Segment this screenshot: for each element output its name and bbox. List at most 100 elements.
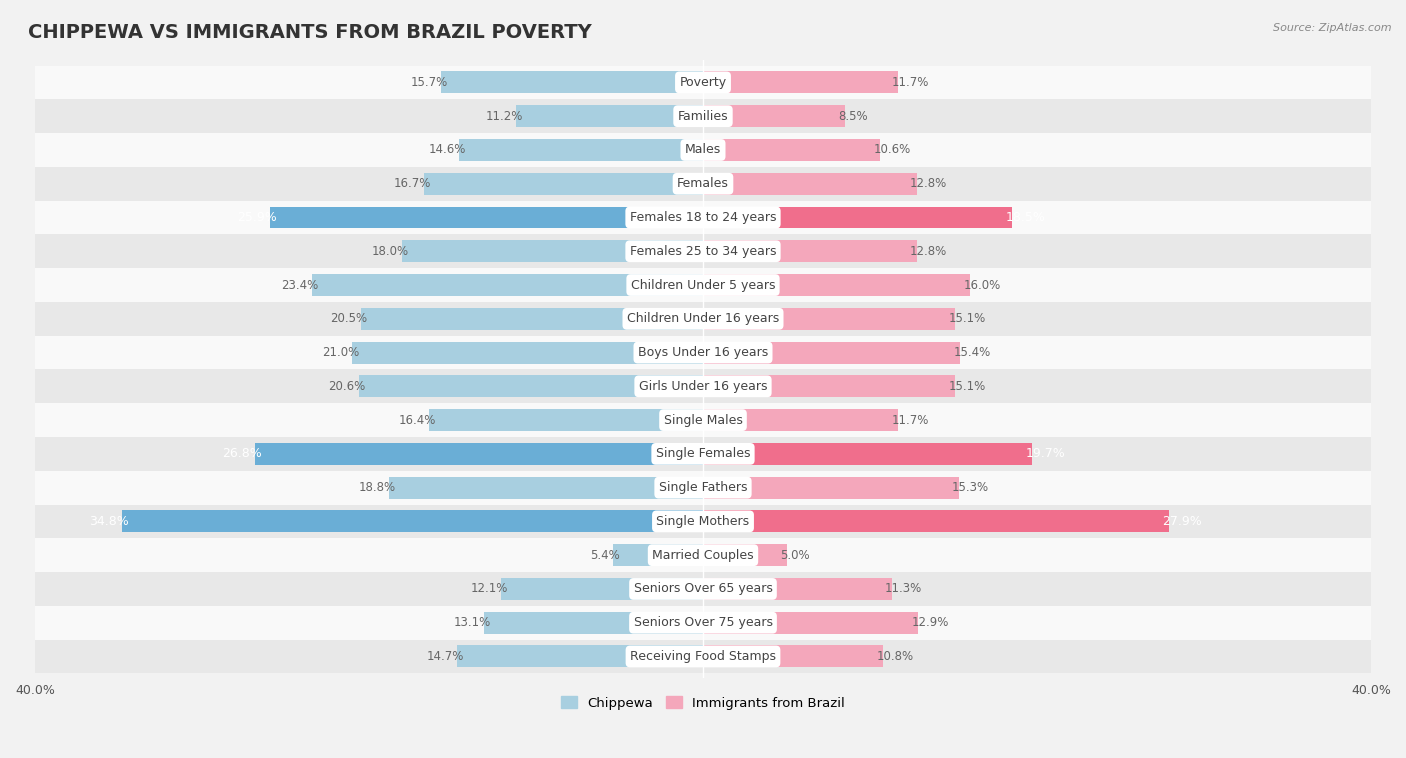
Bar [703,139,880,161]
Bar [35,234,1371,268]
Legend: Chippewa, Immigrants from Brazil: Chippewa, Immigrants from Brazil [555,691,851,715]
Bar [360,308,703,330]
Bar [457,646,703,668]
Text: 15.1%: 15.1% [949,312,986,325]
Text: 5.4%: 5.4% [589,549,620,562]
Bar [35,302,1371,336]
Text: 20.5%: 20.5% [330,312,367,325]
Bar [613,544,703,566]
Bar [35,369,1371,403]
Text: 10.6%: 10.6% [873,143,911,156]
Bar [703,578,891,600]
Bar [703,544,786,566]
Bar [703,71,898,93]
Text: 5.0%: 5.0% [780,549,810,562]
Text: 12.8%: 12.8% [910,177,948,190]
Bar [460,139,703,161]
Bar [35,505,1371,538]
Text: 14.6%: 14.6% [429,143,465,156]
Text: 15.1%: 15.1% [949,380,986,393]
Text: 16.0%: 16.0% [963,278,1001,292]
Bar [35,572,1371,606]
Bar [703,612,918,634]
Text: 20.6%: 20.6% [329,380,366,393]
Text: 11.2%: 11.2% [485,110,523,123]
Bar [353,342,703,364]
Bar [35,167,1371,201]
Bar [703,240,917,262]
Bar [35,471,1371,505]
Text: 25.9%: 25.9% [238,211,277,224]
Text: Seniors Over 75 years: Seniors Over 75 years [634,616,772,629]
Text: 8.5%: 8.5% [838,110,868,123]
Text: CHIPPEWA VS IMMIGRANTS FROM BRAZIL POVERTY: CHIPPEWA VS IMMIGRANTS FROM BRAZIL POVER… [28,23,592,42]
Text: Males: Males [685,143,721,156]
Text: Source: ZipAtlas.com: Source: ZipAtlas.com [1274,23,1392,33]
Text: 16.7%: 16.7% [394,177,430,190]
Bar [35,133,1371,167]
Text: 12.8%: 12.8% [910,245,948,258]
Bar [35,640,1371,673]
Bar [35,538,1371,572]
Bar [35,437,1371,471]
Bar [35,99,1371,133]
Bar [703,274,970,296]
Bar [441,71,703,93]
Bar [256,443,703,465]
Text: Females 18 to 24 years: Females 18 to 24 years [630,211,776,224]
Text: 15.7%: 15.7% [411,76,447,89]
Bar [703,409,898,431]
Text: 15.4%: 15.4% [953,346,991,359]
Text: Single Fathers: Single Fathers [659,481,747,494]
Text: 12.1%: 12.1% [470,582,508,596]
Text: Females: Females [678,177,728,190]
Text: 12.9%: 12.9% [911,616,949,629]
Text: 27.9%: 27.9% [1163,515,1202,528]
Bar [389,477,703,499]
Bar [703,206,1012,228]
Bar [703,342,960,364]
Text: 11.3%: 11.3% [884,582,922,596]
Text: 23.4%: 23.4% [281,278,319,292]
Bar [703,308,955,330]
Bar [703,646,883,668]
Text: 26.8%: 26.8% [222,447,262,460]
Text: 34.8%: 34.8% [89,515,128,528]
Bar [122,510,703,532]
Bar [35,336,1371,369]
Text: 21.0%: 21.0% [322,346,359,359]
Text: Children Under 16 years: Children Under 16 years [627,312,779,325]
Text: Married Couples: Married Couples [652,549,754,562]
Text: Children Under 5 years: Children Under 5 years [631,278,775,292]
Bar [703,443,1032,465]
Text: 13.1%: 13.1% [454,616,491,629]
Bar [703,173,917,195]
Text: Families: Families [678,110,728,123]
Bar [501,578,703,600]
Bar [35,201,1371,234]
Text: Receiving Food Stamps: Receiving Food Stamps [630,650,776,663]
Text: 11.7%: 11.7% [891,76,929,89]
Text: 19.7%: 19.7% [1025,447,1066,460]
Text: Single Mothers: Single Mothers [657,515,749,528]
Text: Females 25 to 34 years: Females 25 to 34 years [630,245,776,258]
Bar [429,409,703,431]
Bar [35,606,1371,640]
Bar [402,240,703,262]
Text: Seniors Over 65 years: Seniors Over 65 years [634,582,772,596]
Text: Single Females: Single Females [655,447,751,460]
Bar [312,274,703,296]
Text: Poverty: Poverty [679,76,727,89]
Bar [270,206,703,228]
Bar [484,612,703,634]
Bar [35,268,1371,302]
Bar [703,477,959,499]
Text: 11.7%: 11.7% [891,414,929,427]
Text: 15.3%: 15.3% [952,481,988,494]
Bar [359,375,703,397]
Text: Single Males: Single Males [664,414,742,427]
Text: 18.8%: 18.8% [359,481,395,494]
Text: 18.0%: 18.0% [373,245,409,258]
Bar [35,403,1371,437]
Bar [703,510,1168,532]
